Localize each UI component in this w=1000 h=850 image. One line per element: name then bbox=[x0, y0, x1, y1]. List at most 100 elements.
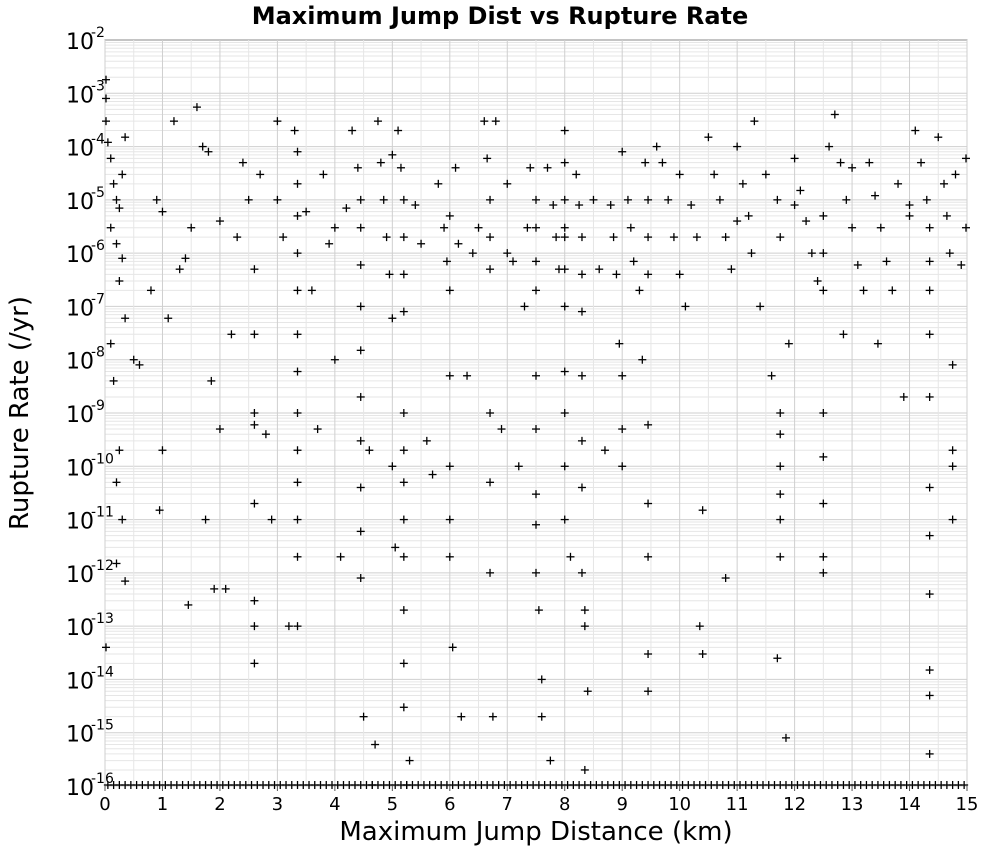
scatter-point bbox=[497, 425, 506, 434]
scatter-point bbox=[681, 302, 690, 311]
scatter-point bbox=[388, 150, 397, 159]
y-tick-base: 10 bbox=[66, 296, 94, 321]
y-tick-exp: -8 bbox=[91, 345, 105, 361]
scatter-point bbox=[733, 217, 742, 226]
scatter-point bbox=[399, 659, 408, 668]
scatter-point bbox=[198, 142, 207, 151]
scatter-point bbox=[244, 195, 253, 204]
scatter-point bbox=[626, 223, 635, 232]
scatter-point bbox=[644, 552, 653, 561]
scatter-point bbox=[560, 233, 569, 242]
y-tick-exp: -5 bbox=[91, 185, 105, 201]
scatter-point bbox=[204, 147, 213, 156]
scatter-point bbox=[948, 360, 957, 369]
y-tick-exp: -4 bbox=[91, 132, 105, 148]
scatter-point bbox=[615, 339, 624, 348]
y-tick-base: 10 bbox=[66, 723, 94, 748]
scatter-point bbox=[532, 490, 540, 499]
scatter-point bbox=[756, 302, 765, 311]
scatter-point bbox=[468, 249, 477, 258]
scatter-point bbox=[560, 515, 569, 524]
scatter-point bbox=[102, 75, 110, 84]
scatter-point bbox=[882, 257, 891, 266]
scatter-point bbox=[290, 126, 299, 135]
scatter-point bbox=[129, 355, 138, 364]
scatter-point bbox=[192, 103, 201, 112]
x-tick-label: 3 bbox=[272, 794, 283, 815]
scatter-point bbox=[376, 158, 385, 167]
scatter-point bbox=[537, 675, 546, 684]
scatter-point bbox=[121, 133, 130, 142]
scatter-point bbox=[922, 195, 931, 204]
scatter-point bbox=[250, 330, 259, 339]
scatter-point bbox=[675, 170, 684, 179]
scatter-point bbox=[102, 117, 110, 126]
scatter-point bbox=[948, 462, 957, 471]
x-tick-label: 7 bbox=[502, 794, 513, 815]
scatter-point bbox=[115, 277, 124, 286]
scatter-point bbox=[532, 520, 540, 529]
scatter-point bbox=[112, 195, 121, 204]
scatter-point bbox=[733, 142, 742, 151]
scatter-point bbox=[112, 239, 121, 248]
scatter-point bbox=[819, 286, 828, 295]
y-tick-base: 10 bbox=[66, 510, 94, 535]
scatter-point bbox=[227, 330, 236, 339]
scatter-point bbox=[356, 436, 365, 445]
scatter-point bbox=[560, 126, 569, 135]
scatter-point bbox=[577, 568, 586, 577]
scatter-point bbox=[945, 249, 954, 258]
scatter-point bbox=[819, 568, 828, 577]
scatter-point bbox=[486, 265, 495, 274]
scatter-point bbox=[135, 360, 144, 369]
scatter-point bbox=[951, 170, 960, 179]
y-tick-exp: -2 bbox=[91, 25, 105, 41]
scatter-point bbox=[488, 712, 497, 721]
scatter-point bbox=[399, 703, 408, 712]
scatter-point bbox=[106, 339, 115, 348]
scatter-point bbox=[356, 260, 365, 269]
scatter-point bbox=[692, 233, 701, 242]
scatter-point bbox=[215, 425, 224, 434]
scatter-point bbox=[583, 687, 592, 696]
scatter-point bbox=[293, 552, 302, 561]
x-tick-label: 11 bbox=[726, 794, 749, 815]
scatter-point bbox=[445, 552, 454, 561]
scatter-point bbox=[102, 643, 110, 652]
y-tick-exp: -9 bbox=[91, 398, 105, 414]
scatter-point bbox=[399, 478, 408, 487]
scatter-point bbox=[267, 515, 276, 524]
scatter-point-floor bbox=[960, 781, 969, 789]
scatter-point bbox=[399, 606, 408, 615]
scatter-point bbox=[486, 233, 495, 242]
scatter-point bbox=[509, 257, 518, 266]
data-points bbox=[102, 75, 970, 789]
scatter-point bbox=[520, 302, 529, 311]
y-tick-label: 10-14 bbox=[66, 664, 114, 694]
scatter-point bbox=[250, 596, 259, 605]
y-tick-base: 10 bbox=[66, 30, 94, 55]
scatter-point bbox=[356, 195, 365, 204]
y-tick-exp: -11 bbox=[91, 505, 114, 521]
x-tick-label: 5 bbox=[387, 794, 398, 815]
scatter-point bbox=[181, 254, 190, 263]
scatter-point bbox=[215, 217, 224, 226]
scatter-point bbox=[560, 409, 569, 417]
scatter-point bbox=[187, 223, 196, 232]
scatter-point bbox=[595, 265, 604, 274]
scatter-point bbox=[925, 590, 934, 599]
y-tick-base: 10 bbox=[66, 563, 94, 588]
scatter-point bbox=[250, 499, 259, 508]
y-tick-exp: -14 bbox=[91, 664, 114, 680]
scatter-point bbox=[894, 179, 903, 188]
scatter-point bbox=[388, 462, 397, 471]
scatter-point bbox=[560, 158, 569, 167]
scatter-point bbox=[652, 142, 661, 151]
scatter-point bbox=[552, 233, 561, 242]
scatter-point bbox=[790, 201, 799, 210]
scatter-point bbox=[747, 249, 756, 258]
scatter-point bbox=[905, 201, 914, 210]
x-tick-label: 4 bbox=[329, 794, 340, 815]
scatter-point bbox=[848, 223, 857, 232]
scatter-point bbox=[256, 170, 265, 179]
